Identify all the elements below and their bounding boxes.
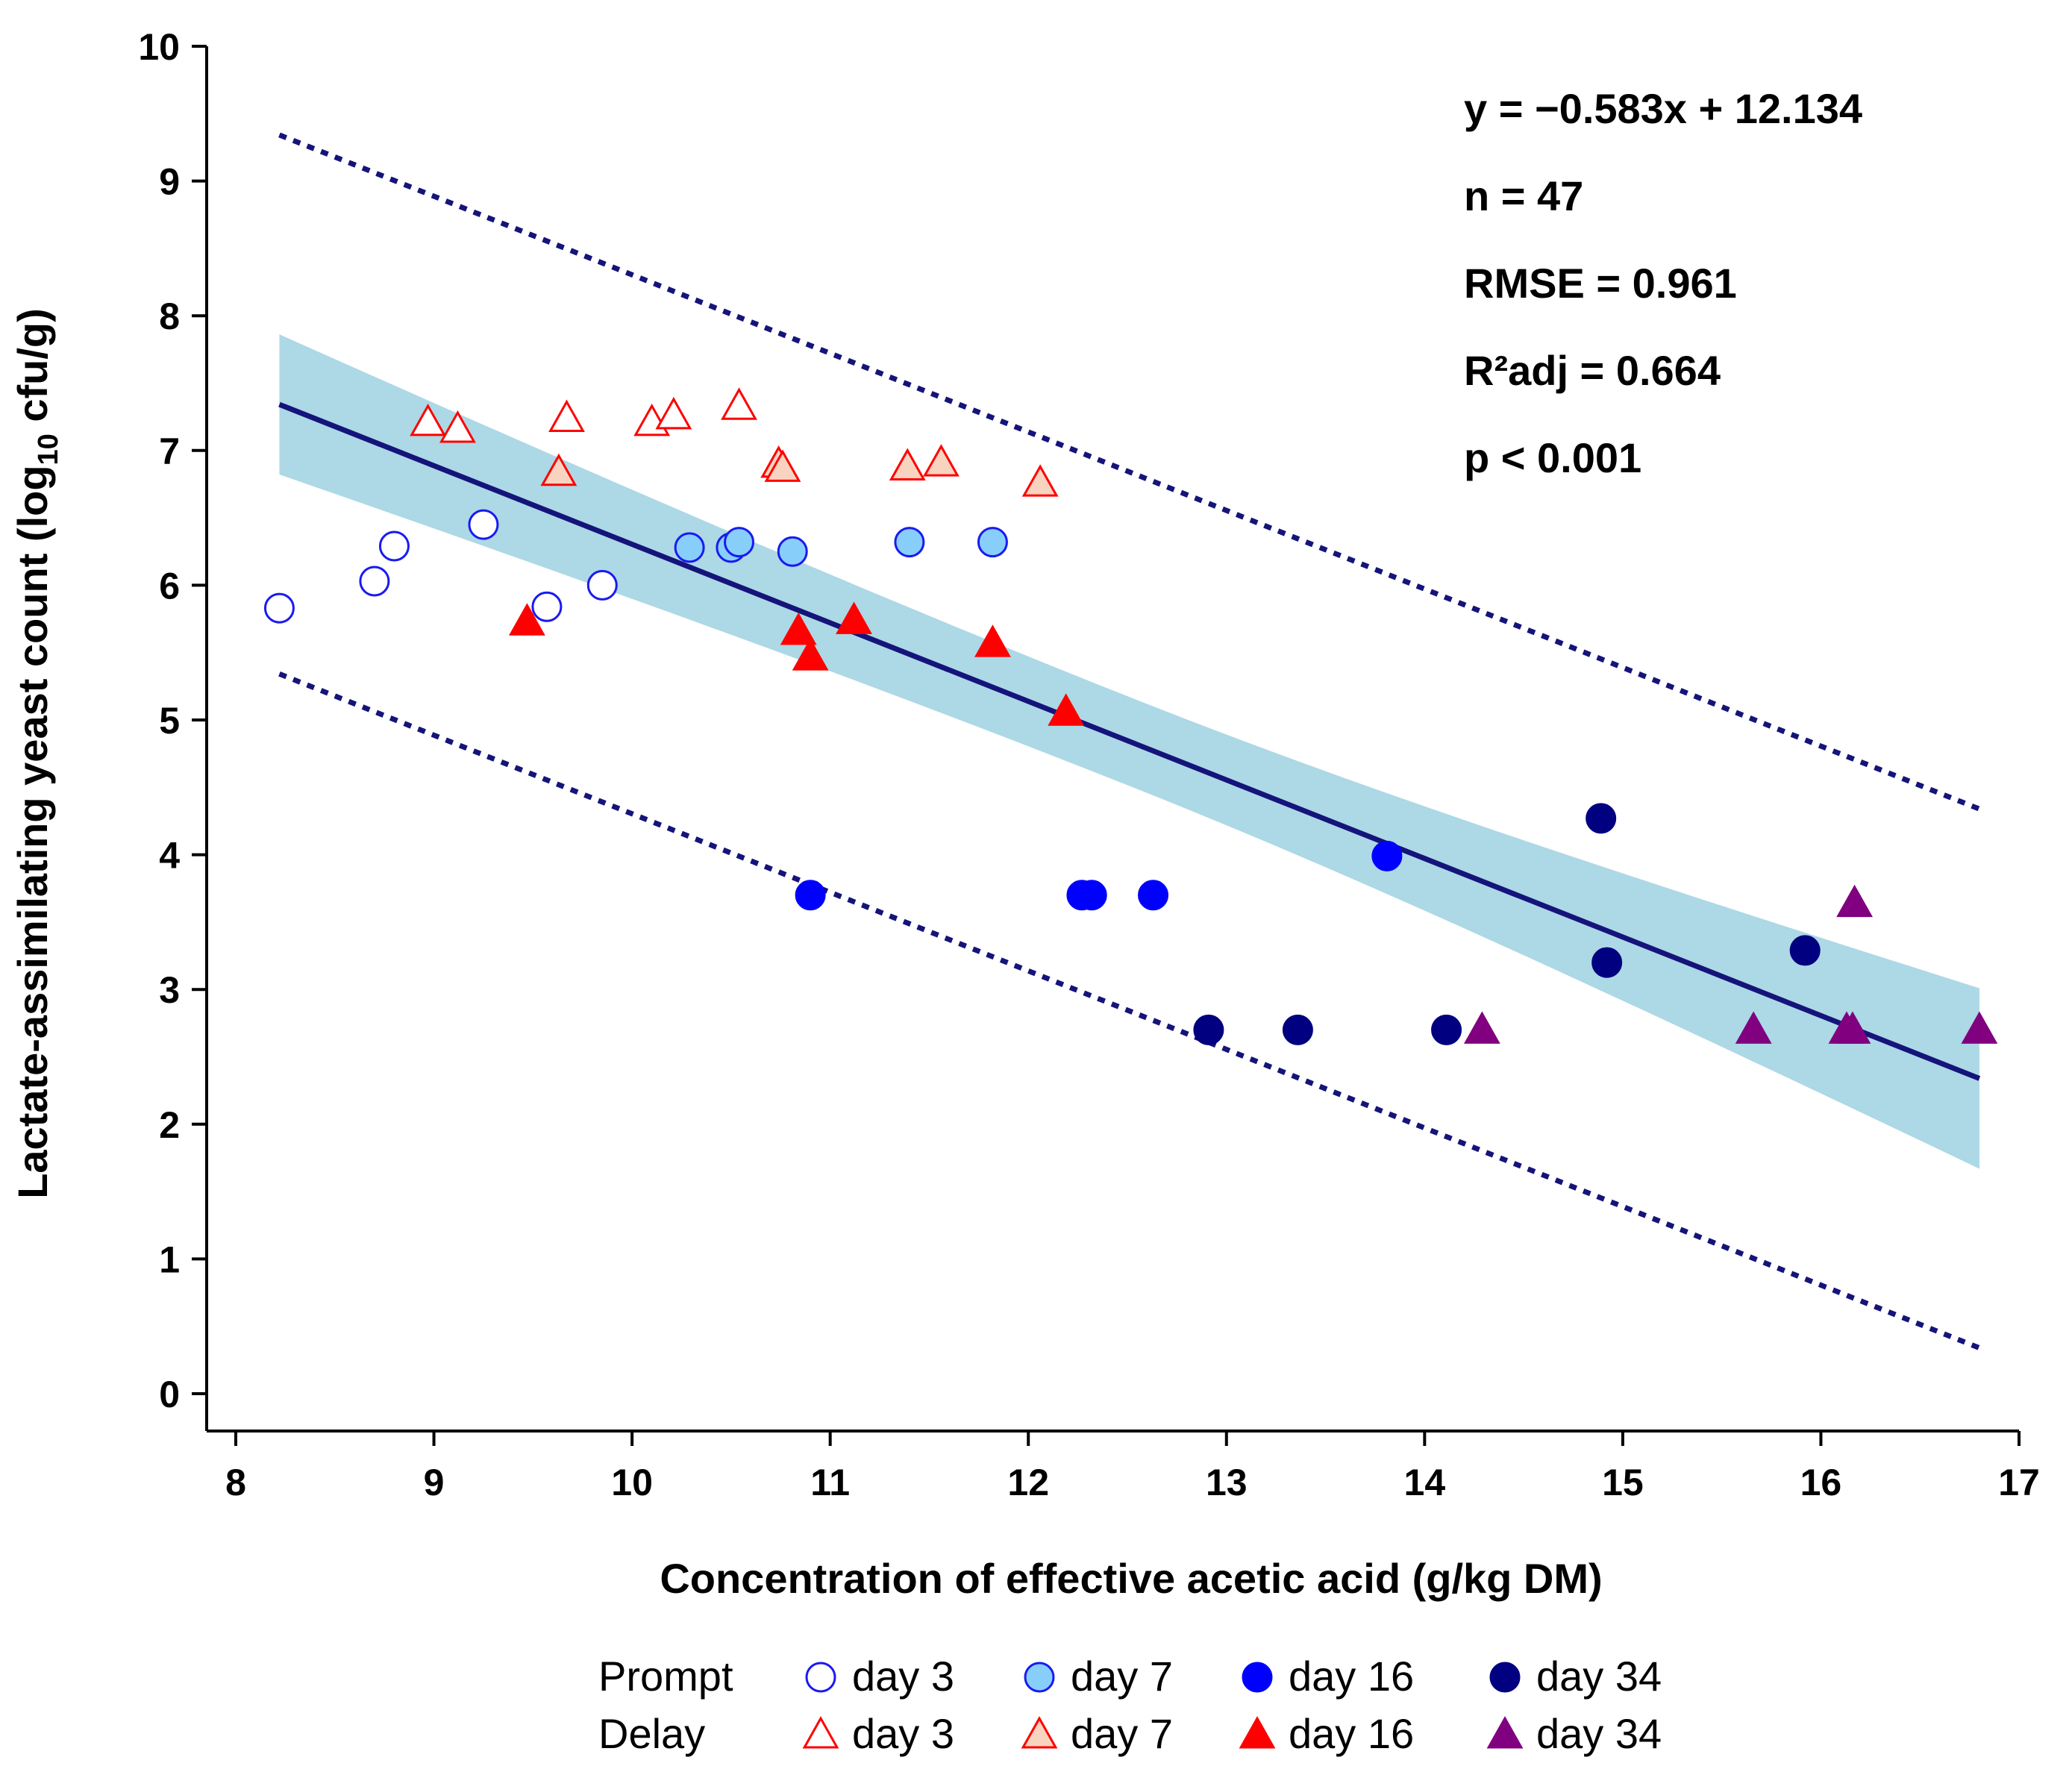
regression-line [278,401,1981,1081]
point-delay-day-3-0 [410,403,447,436]
x-tick-label-12: 12 [1007,1462,1049,1503]
legend-marker-prompt-day-16 [1242,1662,1273,1693]
confidence-band [279,334,1979,1169]
point-prompt-day-3-1 [359,566,390,597]
y-tick-label-0: 0 [159,1374,180,1415]
point-delay-day-34-1 [1735,1011,1772,1044]
point-delay-day-16-4 [974,624,1011,657]
x-tick-label-10: 10 [611,1462,653,1503]
x-tick-label-8: 8 [225,1462,246,1503]
point-delay-day-16-1 [780,612,817,645]
y-tick-label-1: 1 [159,1239,180,1280]
point-prompt-day-16-0 [795,880,826,911]
y-tick-label-8: 8 [159,295,180,337]
point-delay-day-3-1 [439,410,476,443]
x-tick-label-11: 11 [810,1462,850,1503]
legend-marker-delay-day-16 [1239,1716,1276,1749]
y-tick-label-3: 3 [159,969,180,1011]
point-prompt-day-34-2 [1431,1014,1462,1045]
legend-label-prompt-day-3: day 3 [852,1653,954,1700]
point-delay-day-16-3 [836,601,872,634]
x-tick-label-17: 17 [1998,1462,2040,1503]
point-prompt-day-34-1 [1282,1014,1313,1045]
point-delay-day-7-2 [764,449,801,482]
point-prompt-day-16-2 [1076,880,1107,911]
point-prompt-day-3-5 [586,569,618,601]
point-prompt-day-3-0 [263,592,295,624]
y-axis-title-subscript: 10 [33,433,64,465]
legend-label-prompt-day-34: day 34 [1536,1653,1662,1700]
stat-rmse: RMSE = 0.961 [1464,260,1737,307]
point-delay-day-34-5 [1961,1011,1998,1044]
point-delay-day-34-0 [1463,1011,1500,1044]
y-tick-label-6: 6 [159,565,180,607]
y-tick-label-9: 9 [159,161,180,203]
y-tick-label-4: 4 [159,835,180,877]
x-tick-label-9: 9 [424,1462,445,1503]
point-delay-day-16-0 [508,603,545,636]
legend-row-label-delay: Delay [598,1710,705,1757]
y-axis-title-suffix: cfu/g) [9,308,56,433]
point-delay-day-16-2 [792,638,829,671]
y-tick-label-10: 10 [138,26,180,68]
point-prompt-day-7-5 [977,527,1008,558]
stat-p-value: p < 0.001 [1464,434,1641,481]
legend-row-label-prompt: Prompt [598,1653,733,1700]
legend-label-delay-day-7: day 7 [1071,1710,1173,1757]
y-axis-title: Lactate-assimilating yeast count (log10 … [9,308,64,1199]
lower-prediction-line [278,671,1981,1350]
x-tick-label-15: 15 [1602,1462,1644,1503]
legend-label-prompt-day-7: day 7 [1071,1653,1173,1700]
legend-label-delay-day-3: day 3 [852,1710,954,1757]
x-tick-label-16: 16 [1800,1462,1842,1503]
point-prompt-day-34-4 [1591,947,1623,978]
point-prompt-day-3-2 [378,530,410,562]
point-prompt-day-34-3 [1586,803,1617,834]
x-tick-label-14: 14 [1404,1462,1446,1503]
point-prompt-day-34-0 [1193,1014,1224,1045]
legend-marker-delay-day-34 [1486,1716,1524,1749]
point-delay-day-16-5 [1048,693,1085,726]
point-prompt-day-34-5 [1789,935,1821,966]
legend-marker-delay-day-3 [802,1716,839,1749]
legend-label-delay-day-16: day 16 [1289,1710,1414,1757]
point-prompt-day-7-0 [674,532,705,563]
legend-marker-prompt-day-3 [805,1662,836,1693]
point-delay-day-7-5 [1021,464,1059,497]
y-tick-label-5: 5 [159,700,180,742]
point-delay-day-7-0 [540,453,578,486]
point-prompt-day-16-4 [1371,840,1403,871]
point-delay-day-3-4 [655,396,692,430]
legend-marker-prompt-day-7 [1024,1662,1055,1693]
stat-r2adj: R²adj = 0.664 [1464,347,1721,394]
point-prompt-day-3-3 [468,509,499,540]
legend: Prompt Delay day 3 day 7 day 16 day 34 day 3… [598,1653,1662,1757]
legend-marker-delay-day-7 [1021,1716,1058,1749]
point-delay-day-34-4 [1836,884,1874,918]
y-tick-label-7: 7 [159,430,180,472]
point-prompt-day-7-4 [894,527,925,558]
legend-label-prompt-day-16: day 16 [1289,1653,1414,1700]
y-axis-title-prefix: Lactate-assimilating yeast count (log [9,465,56,1198]
point-prompt-day-16-3 [1138,880,1169,911]
x-tick-label-13: 13 [1206,1462,1248,1503]
legend-marker-prompt-day-34 [1489,1662,1521,1693]
stat-n: n = 47 [1464,172,1583,219]
point-delay-day-7-3 [889,448,926,481]
x-axis-title: Concentration of effective acetic acid (… [660,1555,1602,1602]
legend-label-delay-day-34: day 34 [1536,1710,1662,1757]
point-prompt-day-7-3 [777,536,808,567]
point-prompt-day-3-4 [531,591,563,622]
regression-stats: y = −0.583x + 12.134 n = 47 RMSE = 0.961… [1464,85,1862,481]
point-delay-day-7-4 [922,444,960,477]
point-delay-day-3-5 [721,387,757,420]
stat-equation: y = −0.583x + 12.134 [1464,85,1862,132]
y-tick-label-2: 2 [159,1104,180,1146]
point-prompt-day-7-2 [724,527,755,558]
point-delay-day-34-3 [1834,1011,1871,1044]
upper-prediction-line [278,132,1981,812]
point-delay-day-3-2 [548,399,585,432]
